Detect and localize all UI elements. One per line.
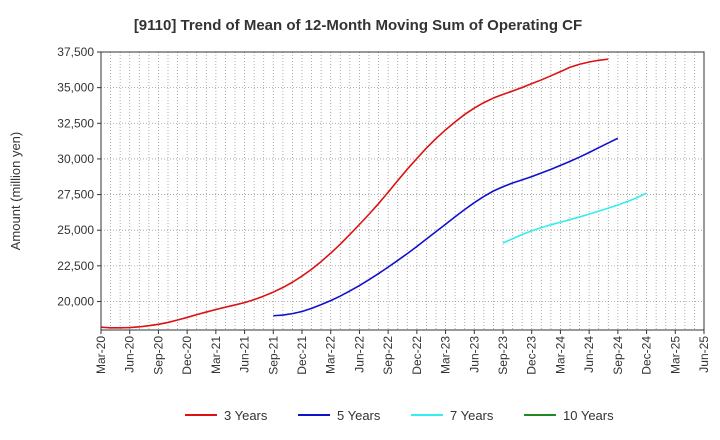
legend: 3 Years 5 Years 7 Years 10 Years <box>185 408 614 423</box>
x-tick-label: Jun-22 <box>352 336 366 373</box>
plot-frame <box>100 51 705 331</box>
series-line-5-years <box>273 137 619 317</box>
legend-label-5-years: 5 Years <box>337 408 381 423</box>
x-tick-label: Mar-25 <box>668 336 682 374</box>
y-tick-label: 20,000 <box>57 294 94 308</box>
x-tick-label: Dec-20 <box>180 336 194 375</box>
y-tick-label: 25,000 <box>57 223 94 237</box>
x-tick-label: Dec-23 <box>525 336 539 375</box>
x-tick-label: Mar-22 <box>324 336 338 374</box>
y-axis-ticks: 20,000 22,500 25,000 27,500 30,000 32,500 35,0… <box>57 45 101 308</box>
x-tick-label: Jun-25 <box>697 336 711 373</box>
x-tick-label: Sep-21 <box>266 336 280 375</box>
y-tick-label: 35,000 <box>57 81 94 95</box>
grid-layer <box>101 52 704 330</box>
x-tick-label: Mar-24 <box>553 336 567 374</box>
x-tick-label: Dec-24 <box>640 336 654 375</box>
y-tick-label: 32,500 <box>57 116 94 130</box>
x-tick-label: Jun-21 <box>238 336 252 373</box>
x-tick-label: Sep-22 <box>381 336 395 375</box>
x-tick-label: Jun-24 <box>582 336 596 373</box>
x-tick-label: Sep-24 <box>611 336 625 375</box>
x-tick-label: Mar-20 <box>94 336 108 374</box>
x-tick-label: Sep-20 <box>151 336 165 375</box>
y-tick-label: 22,500 <box>57 259 94 273</box>
series-layer <box>100 58 647 329</box>
y-tick-label: 30,000 <box>57 152 94 166</box>
x-tick-label: Jun-20 <box>123 336 137 373</box>
legend-label-7-years: 7 Years <box>450 408 494 423</box>
x-tick-label: Dec-22 <box>410 336 424 375</box>
x-tick-label: Mar-21 <box>209 336 223 374</box>
series-line-3-years <box>100 58 609 329</box>
x-tick-label: Sep-23 <box>496 336 510 375</box>
x-tick-label: Jun-23 <box>467 336 481 373</box>
legend-label-10-years: 10 Years <box>563 408 614 423</box>
y-tick-label: 27,500 <box>57 188 94 202</box>
y-tick-label: 37,500 <box>57 45 94 59</box>
legend-label-3-years: 3 Years <box>224 408 268 423</box>
x-tick-label: Mar-23 <box>439 336 453 374</box>
series-line-7-years <box>502 192 647 244</box>
chart-title: [9110] Trend of Mean of 12-Month Moving … <box>134 17 582 34</box>
x-tick-label: Dec-21 <box>295 336 309 375</box>
x-axis-ticks: Mar-20 Jun-20 Sep-20 Dec-20 Mar-21 Jun-21 Sep-… <box>94 330 711 375</box>
y-axis-label: Amount (million yen) <box>8 132 23 251</box>
plot-area <box>101 52 704 330</box>
